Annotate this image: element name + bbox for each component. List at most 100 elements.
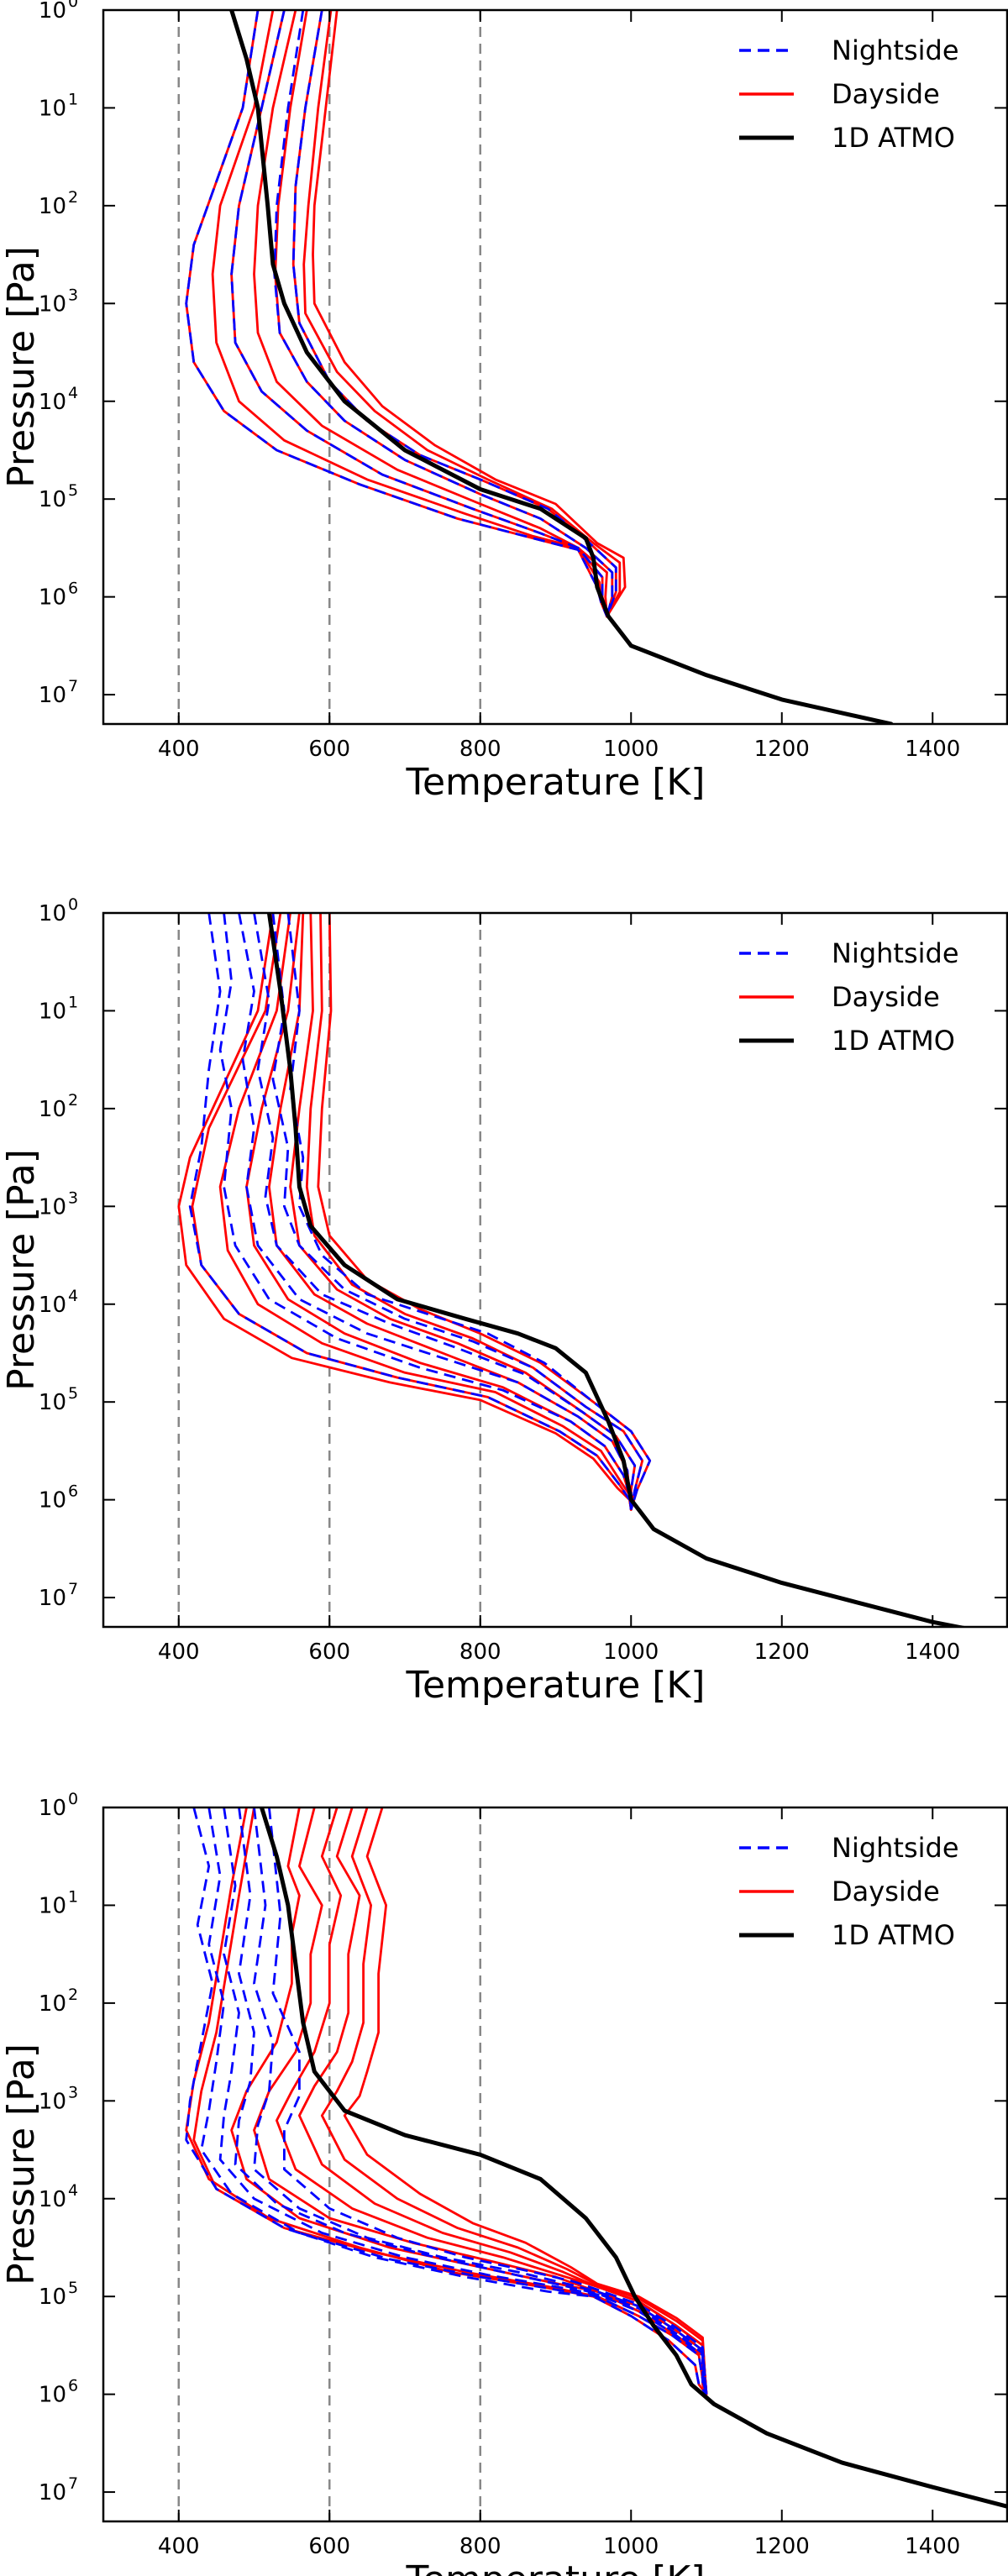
y-tick-label-exponent: 0: [68, 1790, 78, 1808]
nightside-line-2: [238, 913, 633, 1510]
nightside-line-2: [230, 10, 608, 617]
dayside-line-8: [343, 1807, 708, 2395]
x-tick-label: 600: [308, 1640, 350, 1665]
plot-frame: [102, 911, 1008, 1629]
x-tick-label: 800: [459, 737, 501, 762]
x-tick-label: 800: [459, 1640, 501, 1665]
y-tick-label-exponent: 1: [68, 1887, 78, 1906]
y-axis-title: Pressure [Pa]: [0, 2043, 43, 2285]
x-tick-label: 1400: [905, 737, 960, 762]
atmo-line: [229, 10, 894, 724]
y-axis-title: Pressure [Pa]: [0, 246, 43, 488]
y-tick-label-base: 10: [39, 999, 66, 1024]
nightside-line-3: [218, 1807, 708, 2395]
x-tick-label: 1400: [905, 1640, 960, 1665]
nightside-line-6: [268, 1807, 708, 2395]
legend: Nightside Dayside 1D ATMO: [739, 1832, 959, 1951]
x-tick-label: 1000: [603, 1640, 659, 1665]
nightside-line-2: [200, 1807, 708, 2395]
x-tick-label: 1200: [754, 1640, 810, 1665]
legend-nightside-label: Nightside: [832, 937, 959, 969]
y-tick-label-exponent: 6: [68, 1482, 78, 1501]
legend: Nightside Dayside 1D ATMO: [739, 937, 959, 1057]
legend-nightside-label: Nightside: [832, 34, 959, 66]
y-tick-label-base: 10: [39, 96, 66, 121]
y-tick-label-exponent: 6: [68, 2377, 78, 2395]
legend-1d-atmo-label: 1D ATMO: [832, 122, 955, 154]
dayside-line-7: [320, 1807, 708, 2395]
nightside-line-1: [273, 10, 614, 617]
legend: Nightside Dayside 1D ATMO: [739, 34, 959, 154]
legend-nightside-label: Nightside: [832, 1832, 959, 1864]
x-tick-label: 400: [158, 1640, 200, 1665]
y-tick-label-exponent: 5: [68, 1384, 78, 1403]
nightside-line-5: [253, 1807, 708, 2395]
dayside-line-6: [298, 1807, 708, 2395]
legend-1d-atmo-label: 1D ATMO: [832, 1025, 955, 1057]
atmo-line: [266, 913, 969, 1627]
x-tick-label: 1000: [603, 737, 659, 762]
y-tick-label-base: 10: [39, 2480, 66, 2505]
x-tick-label: 1000: [603, 2534, 659, 2559]
dayside-line-3: [302, 10, 622, 618]
dayside-line-5: [245, 913, 633, 1511]
x-tick-label: 1200: [754, 2534, 810, 2559]
x-tick-label: 400: [158, 737, 200, 762]
atmo-line: [260, 1807, 1008, 2509]
dayside-line-6: [218, 913, 633, 1511]
nightside-line-4: [234, 1807, 708, 2395]
y-tick-label-base: 10: [39, 0, 66, 24]
y-tick-label-base: 10: [39, 2383, 66, 2408]
x-tick-label: 1200: [754, 737, 810, 762]
y-tick-label-exponent: 0: [68, 895, 78, 914]
dayside-line-8: [185, 10, 608, 618]
legend-1d-atmo-label: 1D ATMO: [832, 1919, 955, 1951]
y-tick-label-base: 10: [39, 1586, 66, 1611]
y-tick-label-base: 10: [39, 1097, 66, 1122]
y-tick-label-base: 10: [39, 1893, 66, 1918]
y-tick-label-exponent: 1: [68, 993, 78, 1011]
y-tick-label-base: 10: [39, 390, 66, 415]
y-tick-label-exponent: 5: [68, 2279, 78, 2297]
dayside-line-4: [253, 1807, 708, 2395]
dayside-line-4: [312, 10, 627, 618]
y-tick-label-exponent: 6: [68, 580, 78, 598]
legend-dayside-label: Dayside: [832, 78, 940, 110]
y-tick-label-exponent: 5: [68, 481, 78, 500]
dayside-line-8: [177, 913, 633, 1511]
y-tick-label-exponent: 7: [68, 1580, 78, 1598]
series-group: [185, 10, 894, 724]
y-tick-label-base: 10: [39, 2187, 66, 2212]
dayside-line-7: [211, 10, 608, 618]
x-tick-label: 1400: [905, 2534, 960, 2559]
y-tick-label-exponent: 4: [68, 2181, 78, 2200]
y-tick-label-base: 10: [39, 487, 66, 512]
y-tick-label-base: 10: [39, 901, 66, 926]
x-axis-title: Temperature [K]: [406, 761, 706, 804]
dayside-line-5: [253, 10, 608, 618]
y-tick-label-exponent: 7: [68, 2474, 78, 2493]
dayside-line-2: [192, 1807, 708, 2395]
y-tick-label-exponent: 2: [68, 1091, 78, 1110]
legend-dayside-label: Dayside: [832, 981, 940, 1013]
nightside-line-4: [291, 10, 617, 617]
y-tick-label-base: 10: [39, 683, 66, 708]
y-tick-label-base: 10: [39, 1991, 66, 2017]
y-tick-label-base: 10: [39, 1293, 66, 1318]
y-tick-label-base: 10: [39, 194, 66, 219]
plot-frame: [102, 8, 1008, 726]
y-tick-label-base: 10: [39, 2285, 66, 2310]
y-tick-label-exponent: 3: [68, 286, 78, 304]
y-tick-label-base: 10: [39, 291, 66, 317]
y-tick-label-base: 10: [39, 1796, 66, 1821]
nightside-line-4: [271, 913, 644, 1510]
dayside-line-1: [317, 913, 652, 1511]
y-tick-label-base: 10: [39, 585, 66, 611]
y-tick-label-exponent: 3: [68, 2083, 78, 2101]
series-group: [177, 913, 969, 1627]
y-tick-label-exponent: 4: [68, 1287, 78, 1305]
nightside-line-3: [185, 10, 608, 617]
y-tick-label-exponent: 2: [68, 1986, 78, 2004]
nightside-line-1: [185, 1807, 708, 2395]
